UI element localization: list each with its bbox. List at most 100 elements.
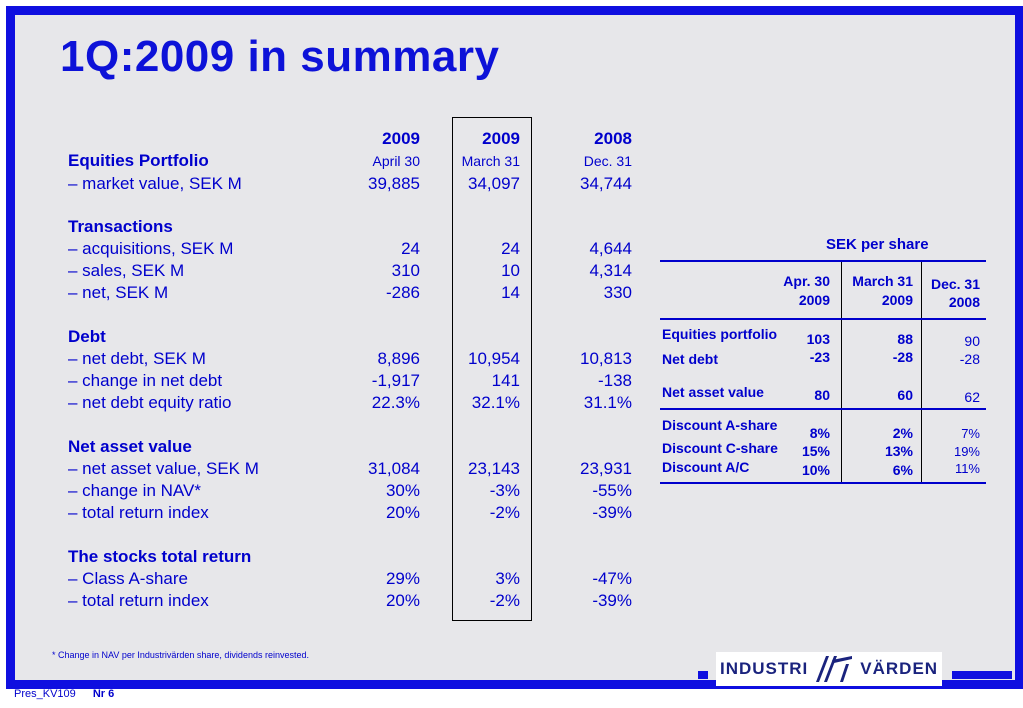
share-label-disc-a: Discount A-share [662,417,778,433]
row-value: 3% [495,569,520,588]
row-value: 24 [501,239,520,258]
row-value: -1,917 [371,371,420,390]
footer-bar-left [698,671,708,679]
share-top-rule [660,260,986,262]
row-label: – acquisitions, SEK M [68,239,234,258]
share-net-debt-c2: -28 [892,349,913,365]
row-value: 32.1% [471,393,520,412]
row-value: 30% [385,481,420,500]
share-col1-head-1: Apr. 30 [783,273,830,289]
row-value: -138 [597,371,632,390]
table-row: – net, SEK M -286 14 330 [0,282,1023,304]
slide-frame [6,6,1023,689]
row-value: 31,084 [368,459,420,478]
row-value: 141 [491,371,520,390]
row-value: 31.1% [583,393,632,412]
logo-text-left: INDUSTRI [720,659,809,678]
header-date-2: March 31 [461,153,520,169]
share-col1-head-2: 2009 [798,292,830,308]
row-label: – total return index [68,591,209,610]
share-disc-ac-c3: 11% [954,461,980,476]
row-value: 20% [385,503,420,522]
row-value: 4,644 [589,239,632,258]
share-nav-c2: 60 [897,387,913,403]
footer-page: Nr 6 [92,688,115,700]
share-label-disc-c: Discount C-share [662,440,778,456]
share-equities-c2: 88 [897,331,913,347]
row-label: – total return index [68,503,209,522]
logo-text-right: VÄRDEN [860,659,939,678]
table-row: Equities Portfolio April 30 March 31 Dec. 3… [0,150,1023,172]
sek-per-share-table: SEK per share Apr. 30 2009 March 31 2009… [660,230,990,490]
share-equities-c3: 90 [964,333,980,349]
header-date-1: April 30 [372,153,420,169]
share-disc-c-c3: 19% [953,444,980,459]
share-col3-head-1: Dec. 31 [930,276,980,292]
share-col-divider-2 [921,262,922,484]
row-label: – change in NAV* [68,481,201,500]
row-value: 22.3% [371,393,420,412]
row-label: – net debt, SEK M [68,349,206,368]
highlight-column-box [452,117,532,621]
logo-mark-icon [816,656,853,682]
table-row: The stocks total return [0,546,1023,568]
table-row: – net debt equity ratio 22.3% 32.1% 31.1% [0,392,1023,414]
row-value: 20% [385,591,420,610]
row-value: 10 [501,261,520,280]
row-label: – net debt equity ratio [68,393,232,412]
share-col3-head-2: 2008 [948,294,980,310]
row-label: – net asset value, SEK M [68,459,259,478]
row-label: – change in net debt [68,371,223,390]
row-value: 34,744 [580,174,632,193]
row-label: – Class A-share [68,569,188,588]
share-disc-a-c1: 8% [809,425,830,441]
share-header-rule [660,318,986,320]
table-row: – sales, SEK M 310 10 4,314 [0,260,1023,282]
table-row: – acquisitions, SEK M 24 24 4,644 [0,238,1023,260]
share-label-nav: Net asset value [662,384,764,400]
header-year-row: 2009 2009 2008 [0,128,1023,150]
row-label: The stocks total return [68,547,252,566]
slide-title: 1Q:2009 in summary [60,32,500,81]
share-mid-rule [660,408,986,410]
row-value: -47% [592,569,632,588]
share-nav-c1: 80 [814,387,830,403]
row-value: 310 [391,261,420,280]
row-value: -2% [489,503,520,522]
share-bottom-rule [660,482,986,484]
share-label-disc-ac: Discount A/C [662,459,750,475]
table-row: – net debt, SEK M 8,896 10,954 10,813 [0,348,1023,370]
industrivarden-logo: INDUSTRI VÄRDEN [716,652,943,686]
table-row: – change in NAV* 30% -3% -55% [0,480,1023,502]
share-disc-a-c2: 2% [892,425,913,441]
table-row: – net asset value, SEK M 31,084 23,143 23,9… [0,458,1023,480]
row-value: 10,954 [468,349,520,368]
header-date-3: Dec. 31 [583,153,632,169]
header-year-3: 2008 [594,129,632,148]
row-value: 24 [401,239,420,258]
share-label-equities: Equities portfolio [662,326,778,342]
share-net-debt-c3: -28 [959,351,980,367]
table-row: Debt [0,326,1023,348]
row-value: 23,143 [468,459,520,478]
table-row: Transactions [0,216,1023,238]
row-value: -3% [489,481,520,500]
row-value: 4,314 [589,261,632,280]
share-disc-a-c3: 7% [961,426,980,441]
row-label: Equities Portfolio [68,151,209,170]
table-row: – total return index 20% -2% -39% [0,590,1023,612]
row-value: -55% [592,481,632,500]
row-label: – sales, SEK M [68,261,185,280]
share-disc-c-c2: 13% [884,443,913,459]
row-label: Transactions [68,217,173,236]
table-row: – change in net debt -1,917 141 -138 [0,370,1023,392]
footer-bar-right [952,671,1012,679]
row-value: -2% [489,591,520,610]
footer-info: Pres_KV109 Nr 6 [14,688,114,700]
table-row: – total return index 20% -2% -39% [0,502,1023,524]
row-value: 14 [501,283,520,302]
share-col-divider-1 [841,262,842,484]
row-label: Debt [68,327,106,346]
share-disc-ac-c1: 10% [801,462,830,478]
share-label-net-debt: Net debt [662,351,718,367]
